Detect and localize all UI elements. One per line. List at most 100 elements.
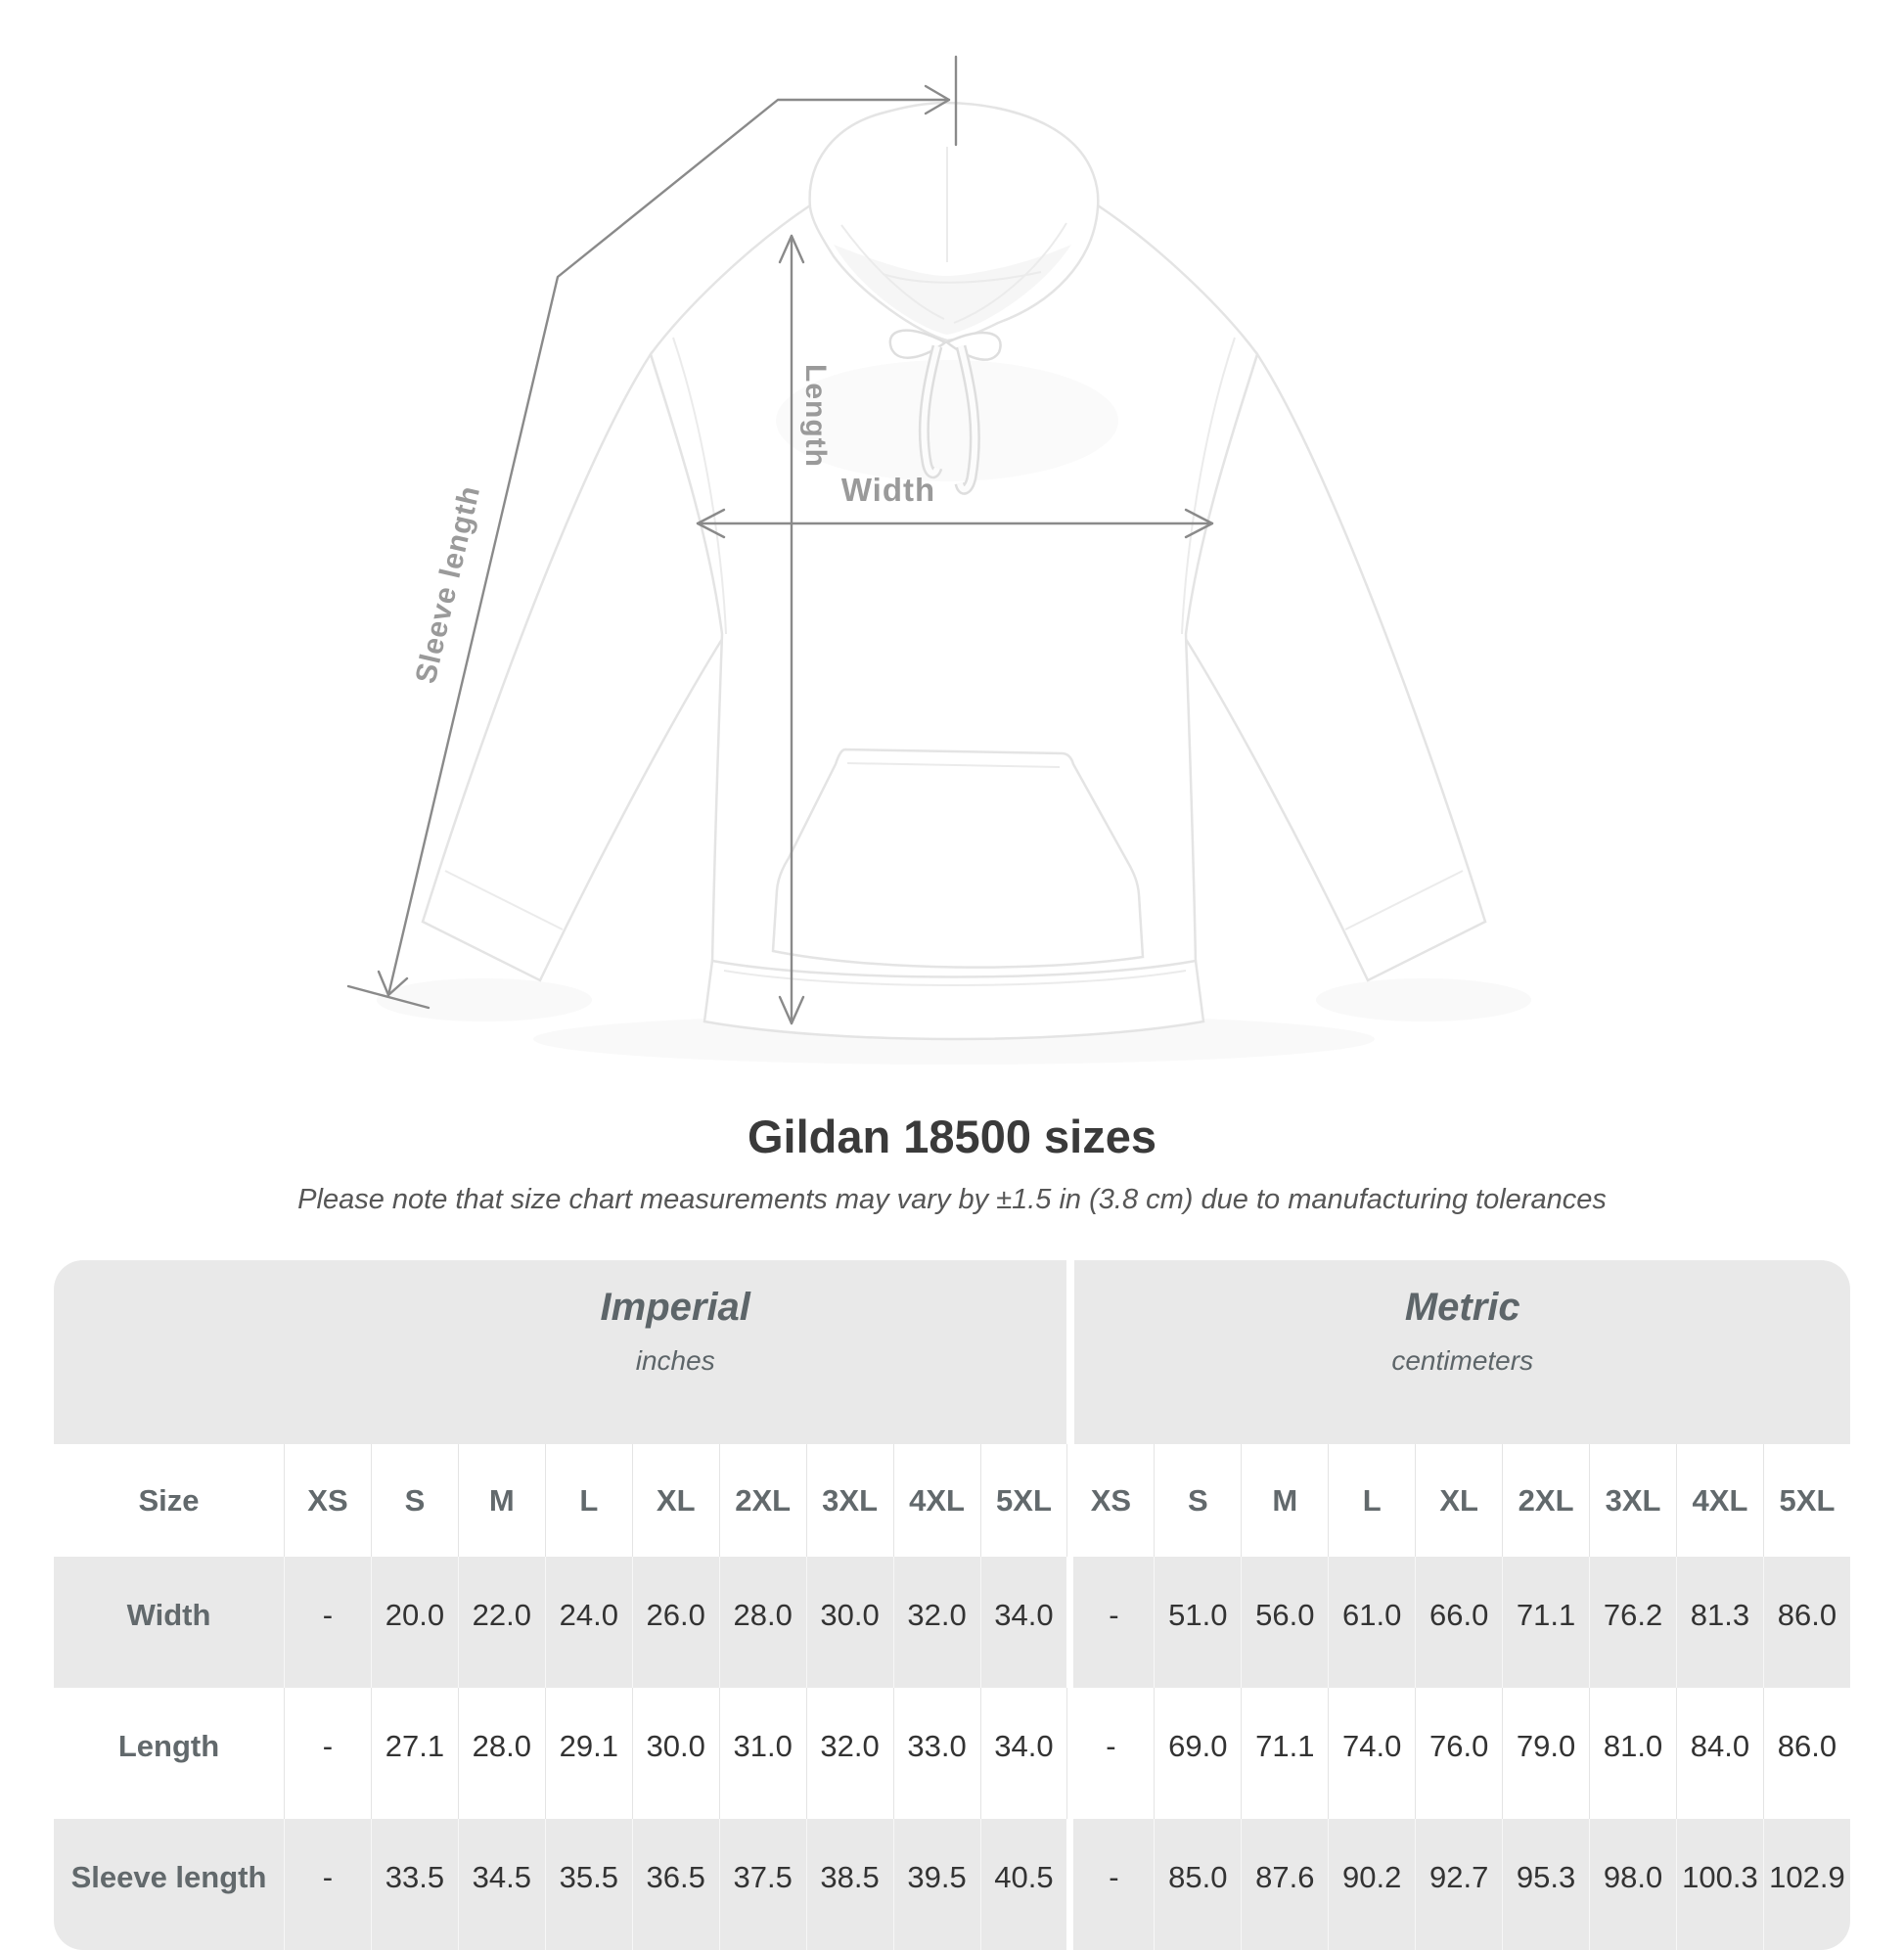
size-column-header: Size xyxy=(54,1444,284,1557)
metric-unit-label: centimeters xyxy=(1391,1345,1534,1376)
left-cuff-shadow xyxy=(377,978,592,1021)
imperial-size-header-3xl: 3XL xyxy=(805,1444,893,1557)
measurement-row-width: Width -20.0 22.0 24.0 26.0 28.0 30.0 32.0 34.0-5… xyxy=(54,1557,1850,1688)
metric-value-3xl: 81.0 xyxy=(1589,1688,1676,1819)
chest-shading xyxy=(776,360,1118,481)
kangaroo-pocket xyxy=(771,748,1145,969)
imperial-value-2xl: 31.0 xyxy=(718,1688,806,1819)
metric-value-3xl: 76.2 xyxy=(1589,1557,1676,1688)
right-cuff-seam xyxy=(1344,870,1464,930)
metric-value-xl: 76.0 xyxy=(1415,1688,1503,1819)
pocket-stitch xyxy=(846,762,1061,768)
imperial-value-m: 34.5 xyxy=(457,1819,545,1950)
length-label: Length xyxy=(799,364,832,468)
hem-band xyxy=(703,959,1205,1041)
metric-size-header-xl: XL xyxy=(1415,1444,1503,1557)
imperial-value-s: 33.5 xyxy=(370,1819,458,1950)
imperial-size-header-5xl: 5XL xyxy=(979,1444,1067,1557)
imperial-value-5xl: 34.0 xyxy=(979,1557,1067,1688)
imperial-value-m: 28.0 xyxy=(457,1688,545,1819)
size-chart-table: Imperial inches Metric centimeters Size … xyxy=(54,1260,1850,1950)
metric-value-5xl: 102.9 xyxy=(1762,1819,1850,1950)
metric-value-4xl: 84.0 xyxy=(1676,1688,1763,1819)
imperial-size-header-xs: XS xyxy=(284,1444,371,1557)
metric-size-header-xs: XS xyxy=(1066,1444,1155,1557)
imperial-label: Imperial xyxy=(600,1286,750,1329)
imperial-value-xl: 30.0 xyxy=(631,1688,719,1819)
length-arrow xyxy=(778,234,805,1025)
size-header-row: Size XS S M L XL 2XL 3XL 4XL 5XL XS S M L XL 2XL 3XL 4XL… xyxy=(54,1444,1850,1557)
imperial-size-header-xl: XL xyxy=(631,1444,719,1557)
metric-value-m: 56.0 xyxy=(1241,1557,1329,1688)
metric-value-l: 74.0 xyxy=(1328,1688,1416,1819)
metric-value-2xl: 71.1 xyxy=(1502,1557,1590,1688)
imperial-size-header-2xl: 2XL xyxy=(718,1444,806,1557)
left-cuff-seam xyxy=(444,870,564,930)
imperial-value-3xl: 30.0 xyxy=(805,1557,893,1688)
right-cuff-shadow xyxy=(1316,978,1531,1021)
metric-size-header-3xl: 3XL xyxy=(1589,1444,1676,1557)
imperial-value-s: 20.0 xyxy=(370,1557,458,1688)
metric-size-header-4xl: 4XL xyxy=(1676,1444,1763,1557)
imperial-value-2xl: 28.0 xyxy=(718,1557,806,1688)
hoodie-measurement-diagram: Sleeve length Length Width xyxy=(346,55,1531,1041)
sleeve-length-label: Sleeve length xyxy=(410,482,487,687)
metric-value-s: 85.0 xyxy=(1154,1819,1242,1950)
imperial-value-xs: - xyxy=(284,1557,371,1688)
imperial-value-s: 27.1 xyxy=(370,1688,458,1819)
imperial-value-l: 35.5 xyxy=(544,1819,632,1950)
imperial-value-5xl: 34.0 xyxy=(979,1688,1067,1819)
imperial-value-3xl: 38.5 xyxy=(805,1819,893,1950)
imperial-value-2xl: 37.5 xyxy=(718,1819,806,1950)
imperial-size-header-m: M xyxy=(457,1444,545,1557)
measurement-row-sleeve-length: Sleeve length -33.5 34.5 35.5 36.5 37.5 38.5 39… xyxy=(54,1819,1850,1950)
metric-value-xs: - xyxy=(1066,1557,1155,1688)
imperial-value-4xl: 33.0 xyxy=(892,1688,980,1819)
metric-value-5xl: 86.0 xyxy=(1762,1557,1850,1688)
metric-band: Metric centimeters xyxy=(1066,1260,1850,1444)
left-armhole-seam xyxy=(672,337,727,635)
imperial-value-xl: 26.0 xyxy=(631,1557,719,1688)
imperial-value-4xl: 32.0 xyxy=(892,1557,980,1688)
imperial-size-header-l: L xyxy=(544,1444,632,1557)
measurement-row-length: Length -27.1 28.0 29.1 30.0 31.0 32.0 33.0 34.0-… xyxy=(54,1688,1850,1819)
row-label: Width xyxy=(54,1557,284,1688)
metric-value-xs: - xyxy=(1066,1819,1155,1950)
imperial-value-l: 29.1 xyxy=(544,1688,632,1819)
imperial-value-l: 24.0 xyxy=(544,1557,632,1688)
metric-value-4xl: 81.3 xyxy=(1676,1557,1763,1688)
hood-inner-seam xyxy=(882,271,1042,284)
row-label: Length xyxy=(54,1688,284,1819)
size-diagram: Sleeve length Length Width xyxy=(346,55,1531,1041)
page-title: Gildan 18500 sizes xyxy=(747,1111,1157,1162)
width-arrow xyxy=(696,508,1214,539)
imperial-value-m: 22.0 xyxy=(457,1557,545,1688)
hood-interior xyxy=(834,245,1071,335)
metric-size-header-2xl: 2XL xyxy=(1502,1444,1590,1557)
metric-value-l: 61.0 xyxy=(1328,1557,1416,1688)
imperial-size-header-4xl: 4XL xyxy=(892,1444,980,1557)
metric-value-2xl: 95.3 xyxy=(1502,1819,1590,1950)
metric-label: Metric xyxy=(1404,1286,1520,1329)
imperial-value-xs: - xyxy=(284,1688,371,1819)
imperial-value-xl: 36.5 xyxy=(631,1819,719,1950)
width-label: Width xyxy=(841,472,935,508)
imperial-unit-label: inches xyxy=(635,1345,715,1376)
metric-value-4xl: 100.3 xyxy=(1676,1819,1763,1950)
metric-value-m: 87.6 xyxy=(1241,1819,1329,1950)
metric-value-xl: 66.0 xyxy=(1415,1557,1503,1688)
metric-value-m: 71.1 xyxy=(1241,1688,1329,1819)
metric-size-header-l: L xyxy=(1328,1444,1416,1557)
sleeve-length-arrow xyxy=(346,55,958,1010)
imperial-value-4xl: 39.5 xyxy=(892,1819,980,1950)
metric-value-5xl: 86.0 xyxy=(1762,1688,1850,1819)
imperial-value-5xl: 40.5 xyxy=(979,1819,1067,1950)
imperial-value-xs: - xyxy=(284,1819,371,1950)
metric-size-header-5xl: 5XL xyxy=(1762,1444,1850,1557)
hoodie-illustration xyxy=(421,101,1487,1041)
metric-value-xl: 92.7 xyxy=(1415,1819,1503,1950)
imperial-band: Imperial inches xyxy=(284,1260,1067,1444)
row-label: Sleeve length xyxy=(54,1819,284,1950)
imperial-size-header-s: S xyxy=(370,1444,458,1557)
hood-right-fold xyxy=(953,222,1067,324)
